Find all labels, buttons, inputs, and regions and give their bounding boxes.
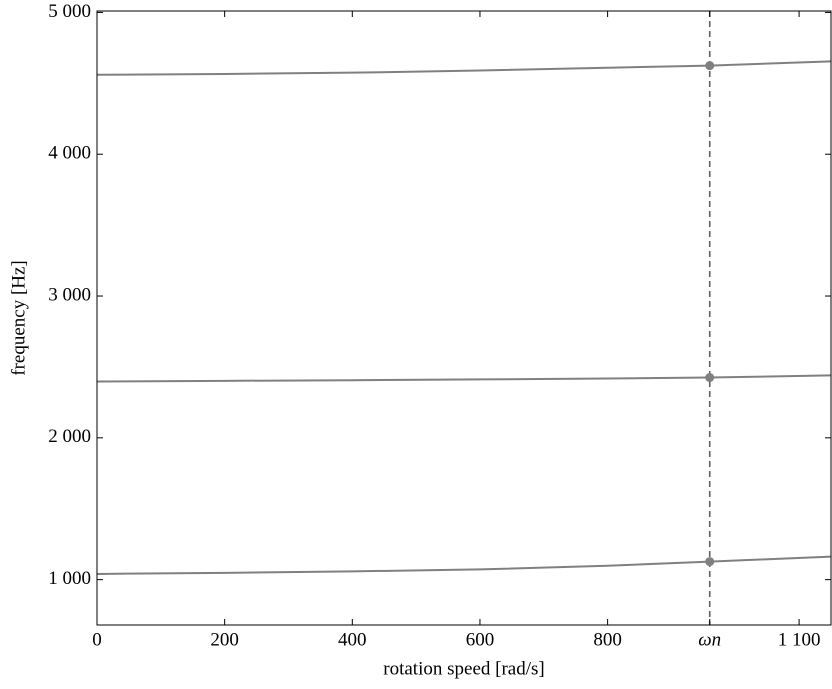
x-axis-label: rotation speed [rad/s]: [383, 658, 544, 679]
y-tick-label: 5 000: [48, 1, 91, 22]
highlight-point: [705, 373, 715, 383]
x-tick-label: 1 100: [778, 629, 821, 650]
x-tick-label: 600: [466, 629, 495, 650]
x-tick-label: 0: [92, 629, 102, 650]
x-tick-label: ωn: [698, 629, 721, 650]
plot-frame: [96, 10, 832, 626]
x-tick-label: 200: [210, 629, 239, 650]
highlight-point: [705, 557, 715, 567]
series-line: [96, 374, 832, 383]
x-tick-label: 800: [593, 629, 622, 650]
y-tick-label: 3 000: [48, 284, 91, 305]
x-tick-label: 400: [338, 629, 367, 650]
highlight-point: [705, 61, 715, 71]
y-tick-label: 1 000: [48, 568, 91, 589]
y-tick-label: 2 000: [48, 426, 91, 447]
series-line: [96, 60, 832, 76]
series-line: [96, 555, 832, 575]
y-axis-label: frequency [Hz]: [8, 260, 29, 376]
y-tick-label: 4 000: [48, 143, 91, 164]
